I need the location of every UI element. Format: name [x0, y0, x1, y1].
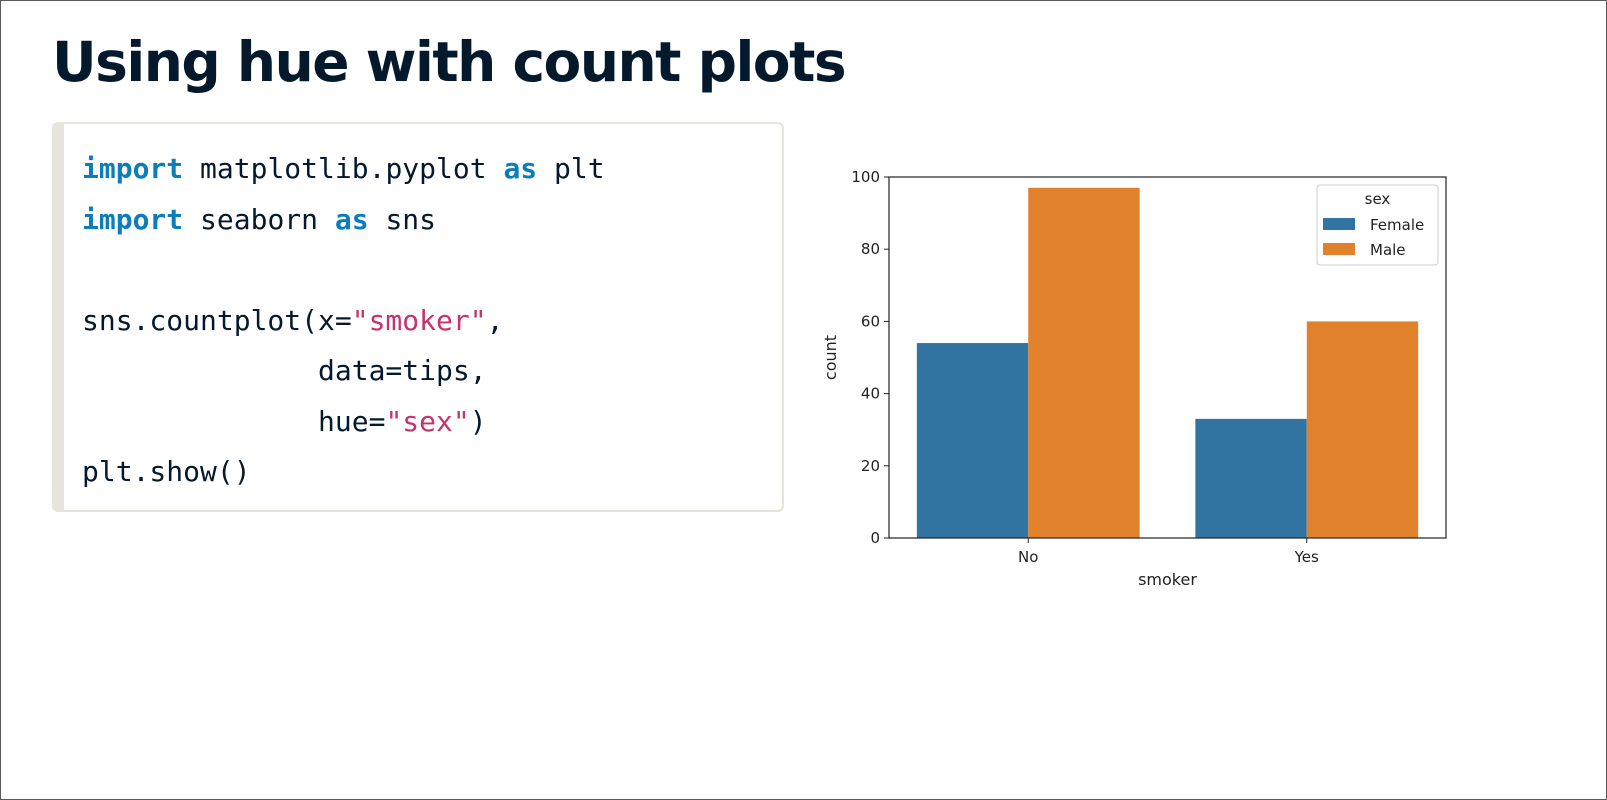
code-keyword: import [82, 202, 184, 236]
y-tick-label: 0 [870, 529, 880, 547]
code-string: "sex" [385, 404, 470, 438]
code-keyword: as [503, 152, 538, 185]
code-text: hue= [82, 404, 386, 438]
bar-male-no [1028, 187, 1140, 538]
count-plot-svg: 0 20 40 60 80 100 No Yes smoker count sex Female Mal… [821, 168, 1447, 589]
code-line: import matplotlib.pyplot as plt [82, 144, 782, 195]
legend-title: sex [1365, 190, 1391, 208]
y-tick-label: 100 [851, 168, 880, 186]
legend-label-female: Female [1370, 216, 1424, 234]
slide-title: Using hue with count plots [52, 30, 847, 94]
count-plot: 0 20 40 60 80 100 No Yes smoker count sex Female Mal… [820, 160, 1520, 610]
x-axis-label: smoker [1138, 570, 1197, 589]
code-block: import matplotlib.pyplot as plt import se… [52, 122, 784, 512]
legend-swatch-male [1323, 243, 1355, 255]
code-text: plt [537, 152, 605, 185]
plot-frame [888, 176, 1447, 539]
code-text: sns [368, 202, 437, 236]
code-line: hue="sex") [82, 397, 782, 448]
code-text: seaborn [183, 202, 335, 236]
y-tick-label: 20 [861, 457, 880, 475]
code-line: import seaborn as sns [82, 195, 782, 246]
legend-swatch-female [1323, 218, 1355, 230]
code-text: plt.show() [82, 455, 251, 488]
y-tick-label: 80 [861, 240, 880, 258]
legend: sex Female Male [1316, 184, 1439, 266]
code-line: sns.countplot(x="smoker", [82, 296, 782, 347]
code-line: data=tips, [82, 346, 782, 397]
bar-female-yes [1195, 418, 1307, 538]
x-tick-label: Yes [1294, 548, 1319, 566]
bar-male-yes [1306, 321, 1419, 538]
y-axis-label: count [821, 335, 840, 380]
code-text: data=tips, [82, 354, 487, 387]
x-tick-label: No [1018, 548, 1038, 566]
y-tick-label: 40 [861, 385, 880, 403]
code-line: plt.show() [82, 447, 782, 498]
code-keyword: import [82, 152, 184, 185]
code-text: , [486, 303, 504, 337]
code-line [82, 245, 782, 296]
bar-female-no [916, 343, 1029, 538]
code-keyword: as [334, 202, 369, 236]
code-text: ) [469, 404, 487, 438]
code-text: matplotlib.pyplot [183, 152, 504, 185]
code-text: sns.countplot(x= [82, 303, 352, 337]
legend-label-male: Male [1370, 241, 1406, 259]
y-tick-label: 60 [861, 312, 880, 330]
code-string: "smoker" [351, 303, 487, 337]
